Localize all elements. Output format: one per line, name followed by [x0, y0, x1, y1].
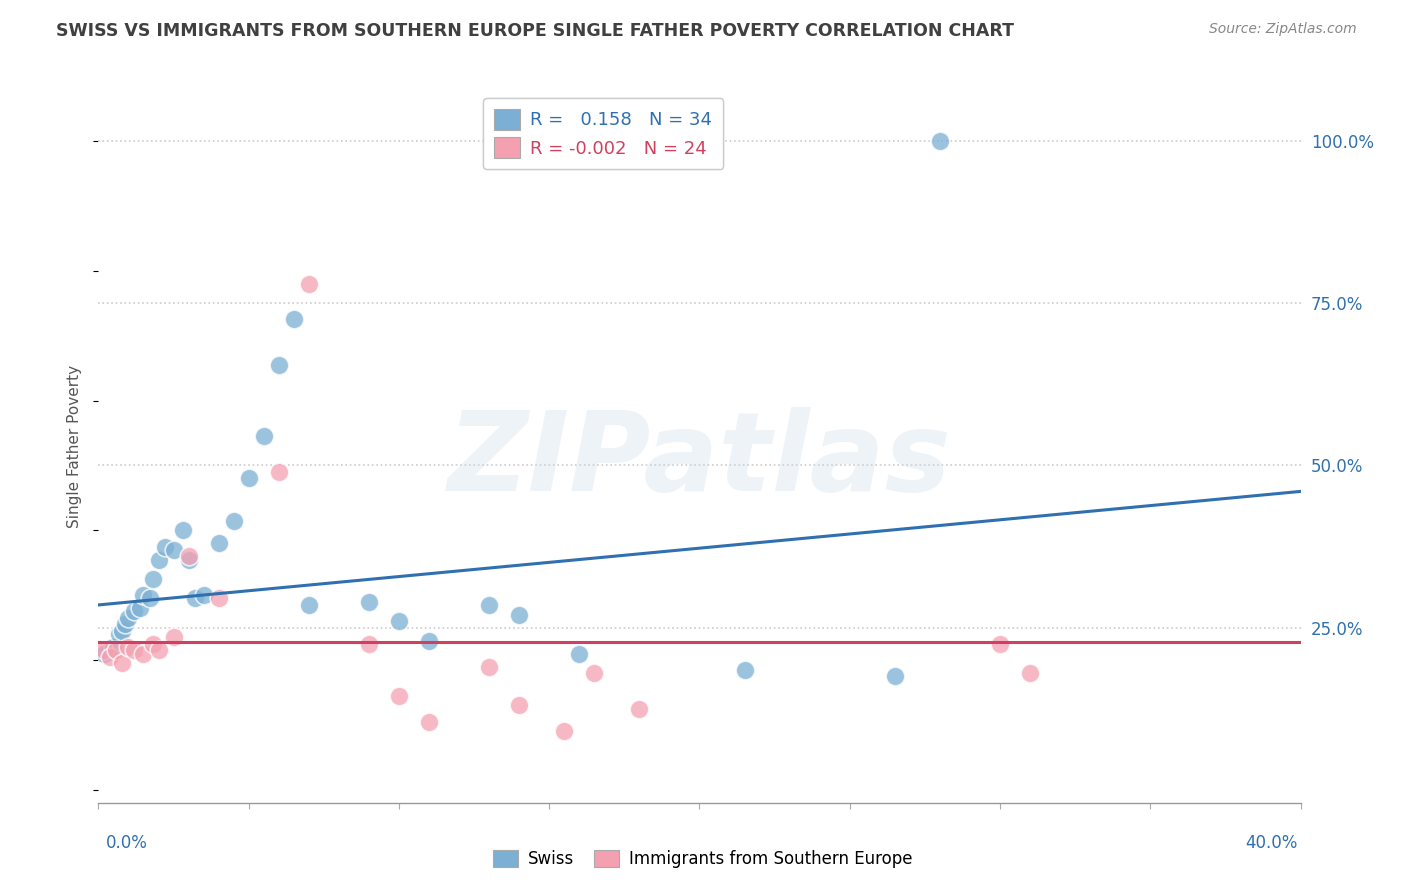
- Point: [93, 647, 115, 661]
- Point: [1019, 666, 1042, 681]
- Point: [478, 598, 501, 612]
- Point: [357, 637, 380, 651]
- Point: [172, 524, 194, 538]
- Point: [253, 429, 276, 443]
- Point: [208, 536, 231, 550]
- Y-axis label: Single Father Poverty: Single Father Poverty: [67, 365, 83, 527]
- Text: ZIPatlas: ZIPatlas: [447, 407, 952, 514]
- Point: [132, 588, 155, 602]
- Point: [222, 514, 245, 528]
- Point: [883, 669, 905, 683]
- Point: [388, 689, 411, 703]
- Point: [93, 643, 115, 657]
- Point: [208, 591, 231, 606]
- Point: [141, 572, 163, 586]
- Point: [388, 614, 411, 628]
- Point: [103, 640, 125, 654]
- Point: [508, 698, 530, 713]
- Point: [162, 631, 184, 645]
- Point: [568, 647, 591, 661]
- Point: [111, 657, 134, 671]
- Point: [183, 591, 205, 606]
- Legend: R =   0.158   N = 34, R = -0.002   N = 24: R = 0.158 N = 34, R = -0.002 N = 24: [484, 98, 723, 169]
- Point: [418, 633, 440, 648]
- Point: [114, 617, 136, 632]
- Point: [141, 637, 163, 651]
- Point: [117, 611, 139, 625]
- Text: 40.0%: 40.0%: [1246, 834, 1298, 852]
- Point: [153, 540, 176, 554]
- Point: [108, 627, 131, 641]
- Point: [177, 552, 200, 566]
- Point: [238, 471, 260, 485]
- Point: [478, 659, 501, 673]
- Point: [162, 542, 184, 557]
- Point: [111, 624, 134, 638]
- Point: [100, 649, 122, 664]
- Point: [988, 637, 1011, 651]
- Text: SWISS VS IMMIGRANTS FROM SOUTHERN EUROPE SINGLE FATHER POVERTY CORRELATION CHART: SWISS VS IMMIGRANTS FROM SOUTHERN EUROPE…: [56, 22, 1014, 40]
- Legend: Swiss, Immigrants from Southern Europe: Swiss, Immigrants from Southern Europe: [486, 843, 920, 875]
- Point: [132, 647, 155, 661]
- Point: [193, 588, 215, 602]
- Point: [148, 552, 170, 566]
- Point: [177, 549, 200, 564]
- Point: [734, 663, 756, 677]
- Text: 0.0%: 0.0%: [105, 834, 148, 852]
- Point: [138, 591, 160, 606]
- Point: [298, 598, 321, 612]
- Point: [357, 595, 380, 609]
- Point: [267, 465, 290, 479]
- Point: [929, 134, 952, 148]
- Point: [418, 714, 440, 729]
- Point: [148, 643, 170, 657]
- Point: [267, 358, 290, 372]
- Point: [583, 666, 606, 681]
- Text: Source: ZipAtlas.com: Source: ZipAtlas.com: [1209, 22, 1357, 37]
- Point: [124, 604, 146, 618]
- Point: [105, 643, 128, 657]
- Point: [117, 640, 139, 654]
- Point: [508, 607, 530, 622]
- Point: [129, 601, 152, 615]
- Point: [283, 312, 305, 326]
- Point: [553, 724, 575, 739]
- Point: [628, 702, 651, 716]
- Point: [298, 277, 321, 291]
- Point: [124, 643, 146, 657]
